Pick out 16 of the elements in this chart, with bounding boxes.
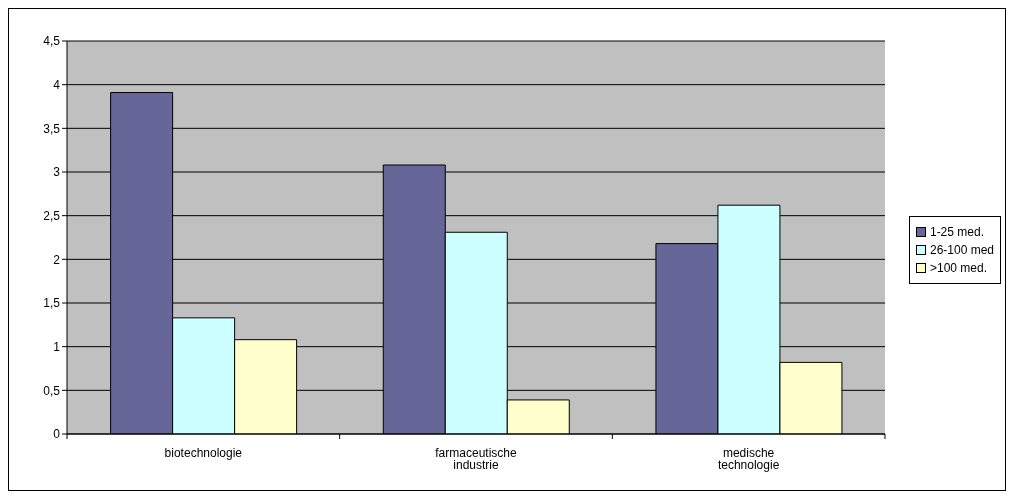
y-tick-label: 0,5 <box>43 383 61 398</box>
x-tick-label: medische technologie <box>717 445 780 472</box>
y-tick-label: 2,5 <box>43 208 61 223</box>
y-tick-label: 4,5 <box>43 34 61 49</box>
legend-label: >100 med. <box>929 260 987 275</box>
y-tick-label: 4 <box>53 77 61 92</box>
y-tick-label: 3 <box>53 165 61 180</box>
y-tick-label: 3,5 <box>43 121 61 136</box>
legend-label: 26-100 med <box>929 242 994 257</box>
x-tick-label: farmaceutische industrie <box>435 445 517 472</box>
legend-label: 1-25 med. <box>929 224 984 239</box>
y-tick-label: 0 <box>53 427 61 442</box>
y-tick-label: 2 <box>53 252 61 267</box>
y-tick-label: 1,5 <box>43 296 61 311</box>
y-tick-label: 1 <box>53 339 61 354</box>
x-tick-label: biotechnologie <box>164 445 243 460</box>
